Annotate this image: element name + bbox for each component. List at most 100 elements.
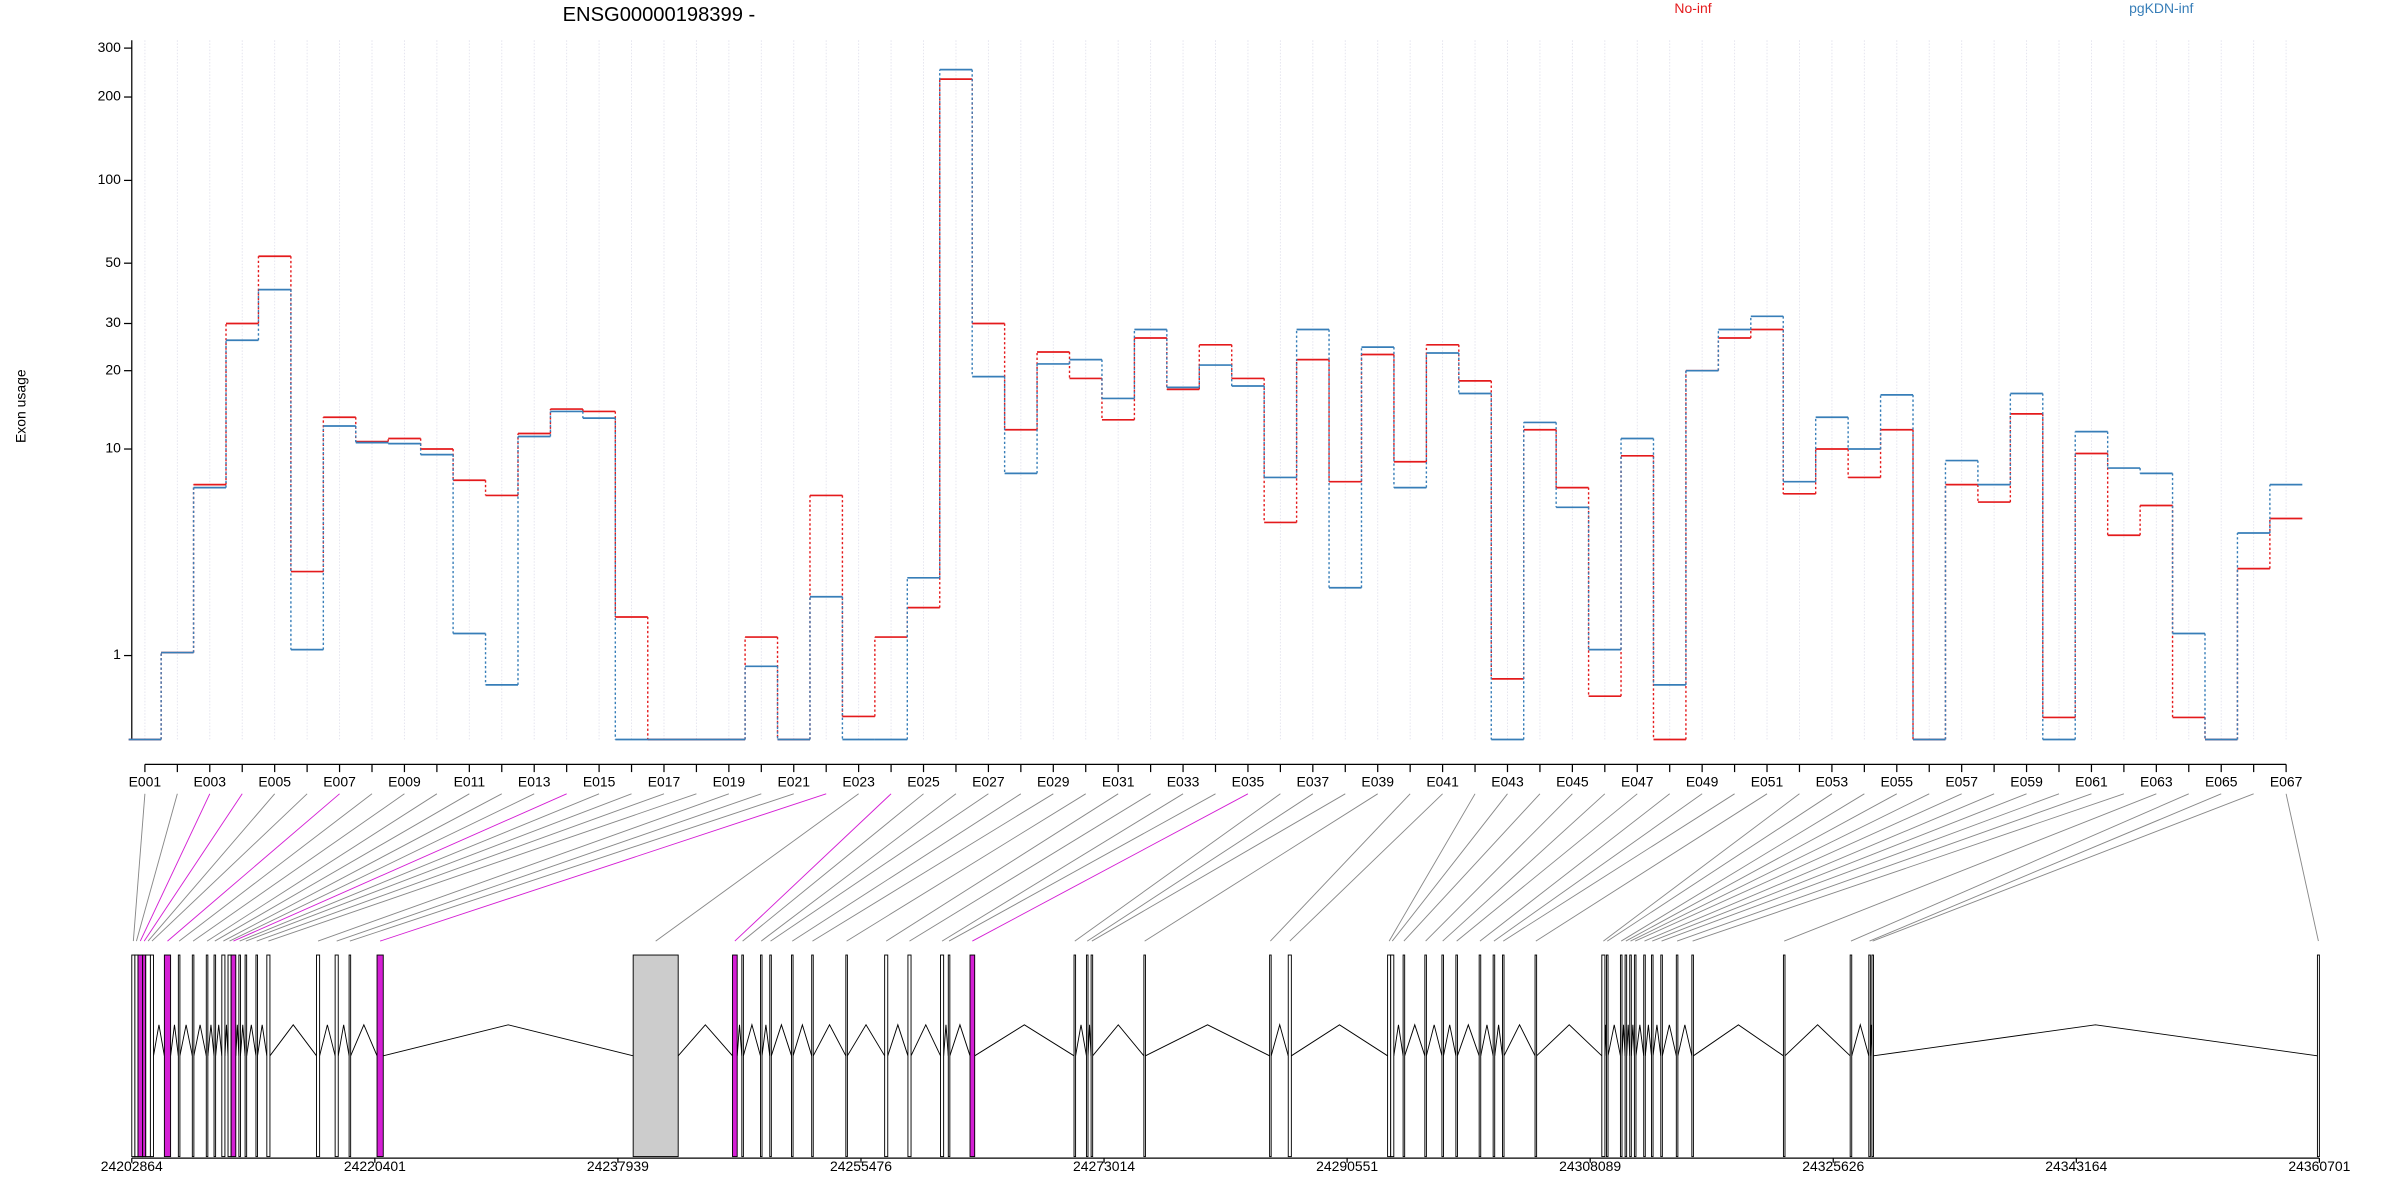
exon-connector [135,793,178,942]
exon-connector [245,793,632,942]
intron [153,1024,165,1056]
x-tick-label: E029 [1037,774,1070,790]
x-tick-label: E007 [323,774,356,790]
intron [1503,1023,1536,1057]
intron [1480,1024,1494,1056]
y-tick-label: 10 [105,440,121,456]
exon-connector [909,793,1151,942]
exon-connector [1634,793,1962,942]
intron [1457,1023,1480,1056]
x-tick-label: E017 [648,774,681,790]
exon-connector [223,793,502,942]
exon-connector [655,793,859,942]
exon [1390,954,1395,1158]
exon-connector [1086,793,1314,942]
intron [319,1024,336,1056]
exon-connector [380,793,827,942]
exon-connector [1784,793,2157,942]
x-tick-label: E045 [1556,774,1589,790]
intron [215,1024,223,1056]
exon [230,954,237,1158]
exon [732,954,738,1158]
x-tick-label: E055 [1881,774,1914,790]
gene-tick-label: 24343164 [2045,1158,2107,1174]
exon [1601,954,1606,1158]
exon [334,954,339,1158]
exon [1143,954,1146,1158]
intron [1404,1023,1426,1056]
intron [269,1024,317,1057]
x-tick-label: E037 [1297,774,1330,790]
intron [239,1024,246,1056]
exon [1085,954,1089,1158]
intron [1075,1024,1087,1056]
exon-connector [1144,793,1378,942]
exon-connector [239,793,600,942]
x-tick-label: E003 [194,774,227,790]
intron [1092,1024,1145,1057]
exon-connector [1630,793,1930,942]
exon [811,954,814,1158]
exon-connector [167,793,340,942]
intron [949,1023,971,1056]
exon-connector [1493,793,1703,942]
intron [1425,1024,1443,1056]
exon-connector [885,793,1119,942]
exon-connector [792,793,1022,942]
intron [1536,1024,1603,1057]
exon-connector [268,793,697,942]
exon [1492,954,1496,1158]
exon-connector [1625,793,1898,942]
intron [1270,1023,1289,1056]
intron [846,1023,886,1057]
exon [376,954,384,1158]
intron [792,1023,813,1056]
exon-connector [214,793,470,942]
intron [337,1024,350,1056]
exon [227,954,232,1158]
exon [1643,954,1646,1158]
gene-tick-label: 24290551 [1316,1158,1378,1174]
intron [1644,1024,1652,1056]
exon-connector [948,793,1216,942]
x-tick-label: E021 [777,774,810,790]
y-axis-label: Exon usage [12,369,28,443]
exon-connector [336,793,762,942]
x-tick-label: E041 [1426,774,1459,790]
intron [235,1024,240,1056]
x-tick-label: E031 [1102,774,1135,790]
exon [1478,954,1482,1158]
exon-connector [1603,793,1800,942]
exon-connector [846,793,1086,942]
exon [1502,954,1505,1158]
exon-connector [1388,793,1476,942]
exon [1269,954,1272,1158]
chart-title: ENSG00000198399 - [563,4,756,26]
exon [1287,954,1292,1158]
exon [221,954,226,1158]
exon-connector [349,793,794,942]
exon-connector [147,793,276,942]
exon-connector [1644,793,1995,942]
intron [350,1023,378,1056]
exon [1691,954,1694,1158]
exon [255,954,258,1158]
exon [1455,954,1458,1158]
exon-connector [1661,793,2060,942]
intron [193,1024,207,1056]
exon-connector [1479,793,1670,942]
exon-connector [941,793,1184,942]
legend-label: No-inf [1674,0,1711,16]
intron [1677,1024,1693,1056]
exon [791,954,794,1158]
gene-tick-label: 24273014 [1073,1158,1135,1174]
exon-connector [1692,793,2125,942]
exon-connector [1270,793,1411,942]
exon [1090,954,1094,1158]
x-tick-label: E033 [1167,774,1200,790]
exon-connector [2285,793,2319,942]
x-tick-label: E059 [2010,774,2043,790]
exon [266,954,271,1158]
exon-connector [1535,793,1768,942]
